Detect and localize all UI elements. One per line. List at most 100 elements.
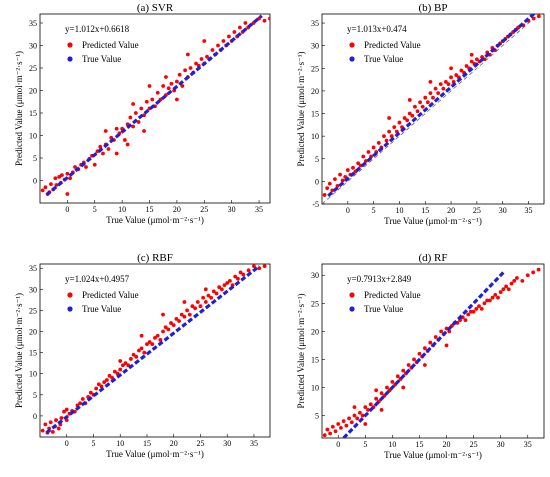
- plot-frame: [321, 263, 545, 439]
- data-point: [163, 325, 168, 330]
- data-point: [219, 287, 224, 292]
- data-point: [43, 185, 48, 190]
- data-point: [433, 86, 438, 91]
- x-tick-label: 35: [524, 440, 532, 449]
- legend-label: True Value: [82, 304, 121, 314]
- data-point: [227, 278, 232, 283]
- data-point: [174, 316, 179, 321]
- chart-panel-0: (a) SVR 0 5 10 15 20 25 30 35 0 5 10 15 20 25 30 35 True …: [14, 2, 271, 225]
- data-point: [169, 321, 173, 325]
- data-point: [536, 267, 541, 272]
- data-point: [431, 95, 435, 100]
- data-point: [185, 308, 189, 313]
- y-tick-label: 0: [33, 412, 37, 421]
- x-tick-label: 25: [473, 206, 481, 215]
- data-point: [54, 418, 58, 423]
- data-point: [351, 165, 355, 170]
- fit-line: [45, 14, 263, 197]
- legend-label: Predicted Value: [364, 290, 421, 300]
- data-point: [446, 82, 451, 87]
- data-point: [474, 57, 479, 62]
- data-point: [43, 422, 48, 427]
- regression-equation: y=0.7913x+2.849: [347, 274, 412, 284]
- data-point: [217, 285, 222, 290]
- data-point: [422, 346, 427, 351]
- data-point: [368, 402, 373, 407]
- data-point: [474, 307, 479, 311]
- y-tick-label: 10: [311, 383, 319, 392]
- x-tick-label: 10: [395, 206, 403, 215]
- data-point: [209, 295, 214, 300]
- data-point: [147, 340, 152, 344]
- data-point: [449, 75, 453, 80]
- data-point: [358, 410, 362, 415]
- x-tick-label: 30: [228, 205, 236, 214]
- data-point: [464, 64, 469, 68]
- data-point: [390, 379, 395, 384]
- data-point: [139, 346, 144, 351]
- data-point: [147, 84, 152, 88]
- data-point: [188, 66, 193, 70]
- y-axis-label: Predicted Value (μmol·m⁻²·s⁻¹): [296, 293, 306, 408]
- y-tick-label: 15: [29, 349, 37, 358]
- data-point: [182, 300, 187, 304]
- data-point: [536, 14, 541, 19]
- y-tick-label: 25: [29, 64, 37, 73]
- data-point: [339, 425, 343, 430]
- data-point: [150, 97, 155, 102]
- data-point: [477, 304, 481, 308]
- data-point: [363, 422, 368, 426]
- x-tick-label: 35: [525, 206, 533, 215]
- data-point: [402, 116, 407, 120]
- data-point: [53, 176, 58, 181]
- data-point: [268, 16, 270, 21]
- data-point: [232, 30, 237, 34]
- data-point: [153, 335, 157, 340]
- x-tick-label: 0: [336, 440, 340, 449]
- data-point: [422, 363, 427, 367]
- data-point: [62, 409, 66, 414]
- data-point: [221, 39, 226, 43]
- data-point: [65, 171, 70, 176]
- data-point: [180, 84, 185, 88]
- data-point: [438, 82, 443, 87]
- y-tick-label: 30: [311, 271, 319, 280]
- plot-area: [322, 267, 541, 438]
- legend-marker: [67, 306, 73, 312]
- data-point: [525, 273, 530, 278]
- data-point: [122, 138, 127, 142]
- x-axis-label: True Value (μmol·m⁻²·s⁻¹): [106, 215, 204, 225]
- data-point: [509, 281, 514, 286]
- data-point: [171, 323, 176, 328]
- data-point: [205, 54, 209, 59]
- data-point: [129, 357, 133, 361]
- data-point: [252, 264, 256, 269]
- y-tick-label: 35: [311, 19, 319, 28]
- data-point: [166, 327, 171, 332]
- data-point: [356, 161, 361, 166]
- data-point: [139, 106, 144, 111]
- data-point: [371, 145, 376, 150]
- data-point: [183, 68, 188, 73]
- data-point: [425, 100, 430, 105]
- chart-panel-3: (d) RF 0 5 10 15 20 25 30 35 5 10 15 20 25 30 True Valu…: [296, 252, 545, 460]
- x-axis-label: True Value (μmol·m⁻²·s⁻¹): [384, 450, 482, 460]
- y-tick-label: 0: [33, 177, 37, 186]
- x-tick-label: 5: [372, 206, 376, 215]
- fit-line: [327, 14, 537, 198]
- data-point: [387, 116, 392, 120]
- data-point: [137, 348, 141, 353]
- data-point: [112, 369, 117, 374]
- y-axis-label: Predicted Value (μmol·m⁻²·s⁻¹): [14, 51, 24, 166]
- data-point: [374, 396, 379, 401]
- y-tick-label: 30: [29, 42, 37, 51]
- y-tick-label: 25: [29, 306, 37, 315]
- data-point: [114, 126, 119, 131]
- regression-equation: y=1.013x+0.474: [347, 24, 407, 34]
- y-tick-label: 20: [29, 328, 37, 337]
- data-point: [428, 91, 433, 96]
- x-tick-label: 10: [388, 440, 396, 449]
- data-point: [466, 312, 471, 317]
- legend-label: True Value: [364, 304, 403, 314]
- legend-label: True Value: [364, 54, 403, 64]
